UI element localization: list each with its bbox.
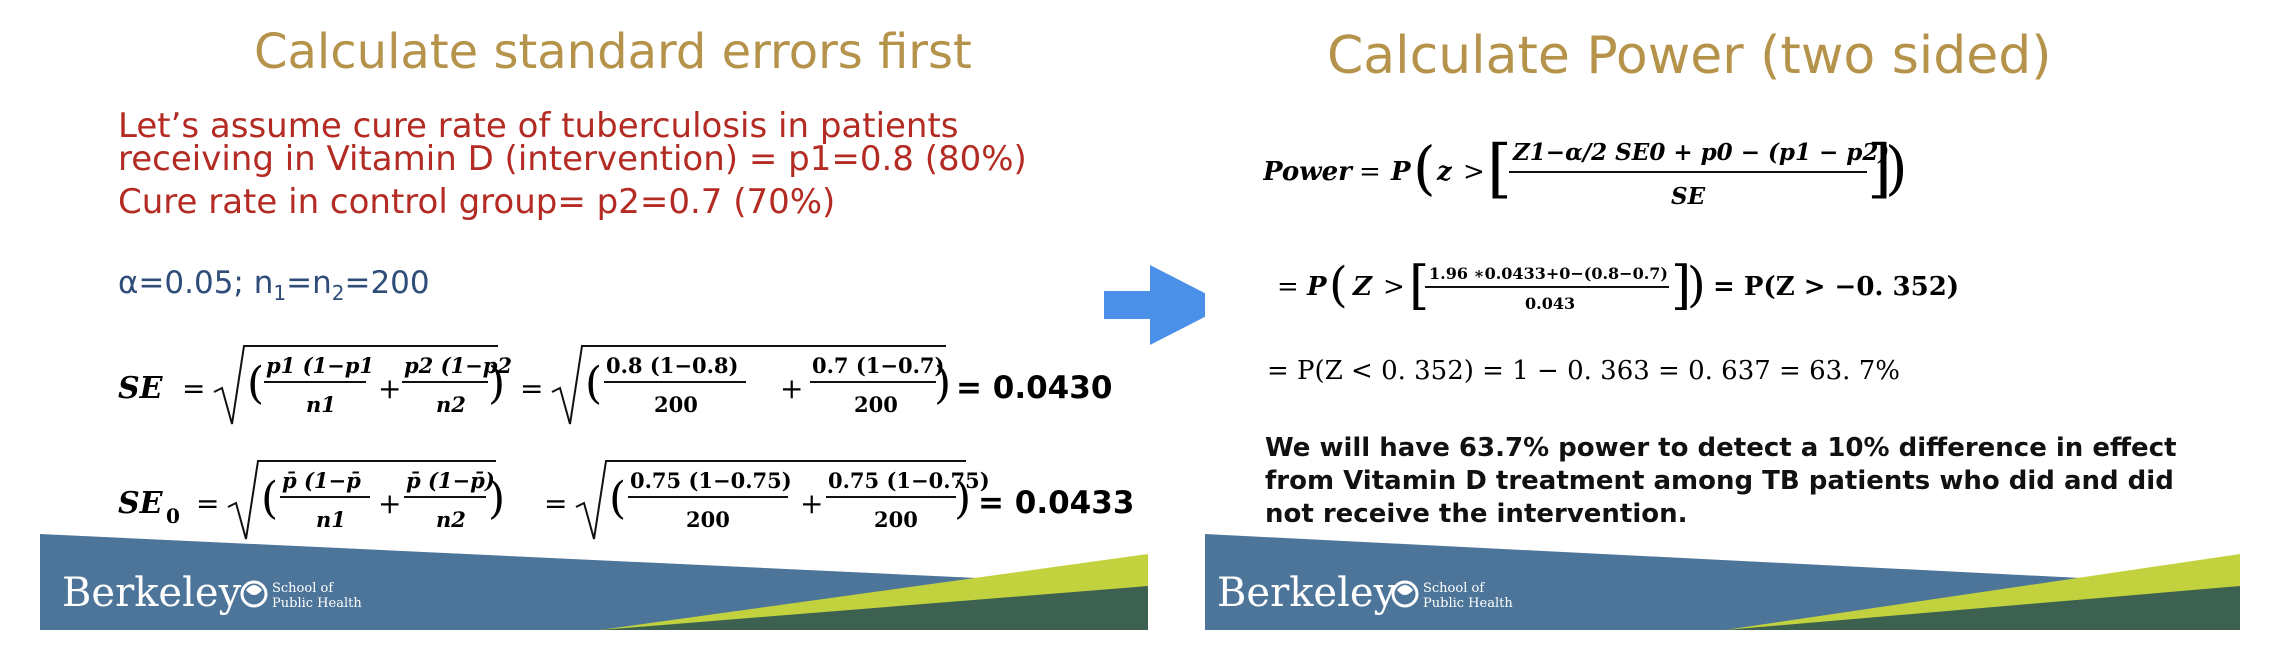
- parameters: α=0.05; n1=n2=200: [118, 265, 430, 306]
- se-num-2: p2 (1−p2: [404, 353, 512, 378]
- svg-text:+: +: [780, 372, 803, 405]
- svg-text:(: (: [247, 358, 264, 409]
- svg-text:>: >: [1463, 157, 1485, 187]
- se0-label: SE: [118, 486, 164, 521]
- se-den-2: n2: [436, 392, 466, 417]
- se-num-1: p1 (1−p1: [266, 353, 374, 378]
- svg-text:(: (: [585, 358, 602, 409]
- se-value-num-2: 0.7 (1−0.7): [812, 353, 944, 378]
- school-logo-icon: [240, 580, 268, 608]
- svg-text:z: z: [1436, 157, 1453, 187]
- school-line-2: Public Health: [272, 596, 362, 611]
- se-formula: SE = ( p1 (1−p1 n1 + p2 (1−p2 n2 ) = ( 0…: [118, 345, 1116, 425]
- assumption-line-1: Let’s assume cure rate of tuberculosis i…: [118, 106, 959, 146]
- se0-value-num-2: 0.75 (1−0.75): [828, 468, 990, 493]
- se0-subscript: 0: [166, 504, 180, 528]
- svg-text:Z: Z: [1352, 272, 1373, 302]
- svg-text:]: ]: [1671, 256, 1691, 316]
- line2-numerator: 1.96 ∗0.0433+0−(0.8−0.7): [1429, 264, 1668, 283]
- svg-text:=: =: [544, 487, 567, 520]
- svg-text:): ): [488, 358, 505, 409]
- school-logo-icon: [1391, 580, 1419, 608]
- svg-text:(: (: [609, 473, 626, 524]
- svg-text:=: =: [520, 372, 543, 405]
- berkeley-logo-text: Berkeley: [62, 570, 242, 616]
- se0-value-num-1: 0.75 (1−0.75): [630, 468, 792, 493]
- power-label: Power: [1263, 157, 1354, 187]
- school-line-2: Public Health: [1423, 596, 1513, 611]
- svg-text:=: =: [182, 372, 205, 405]
- se0-formula: SE 0 = ( p̄ (1−p̄ n1 + p̄ (1−p̄) n2 ) = …: [118, 460, 1136, 540]
- footer-banner: Berkeley School of Public Health: [1205, 534, 2240, 630]
- svg-text:): ): [934, 358, 951, 409]
- assumption-line-3: Cure rate in control group= p2=0.7 (70%): [118, 182, 836, 222]
- svg-text:): ): [954, 473, 971, 524]
- power-denominator: SE: [1671, 183, 1706, 210]
- assumption-line-2: receiving in Vitamin D (intervention) = …: [118, 139, 1027, 179]
- svg-text:(: (: [1413, 134, 1436, 202]
- se-den-1: n1: [306, 392, 336, 417]
- se0-den-1: n1: [316, 507, 346, 532]
- se-label: SE: [118, 371, 164, 406]
- svg-text:=: =: [1277, 272, 1299, 302]
- conclusion-text: We will have 63.7% power to detect a 10%…: [1265, 433, 2177, 529]
- se-result: = 0.0430 ;: [956, 370, 1116, 406]
- svg-text:P: P: [1390, 157, 1412, 187]
- svg-text:): ): [488, 473, 505, 524]
- slide-power: Calculate Power (two sided) Power = P ( …: [1205, 0, 2240, 630]
- svg-text:[: [: [1487, 132, 1512, 206]
- power-numerator: Z1−α/2 SE0 + p0 − (p1 − p2): [1512, 139, 1889, 166]
- svg-text:): ): [1885, 134, 1908, 202]
- se0-value-den-1: 200: [686, 507, 730, 532]
- se-value-den-2: 200: [854, 392, 898, 417]
- footer-banner: Berkeley School of Public Health: [40, 534, 1148, 630]
- svg-text:>: >: [1383, 272, 1405, 302]
- power-formula: Power = P ( z > [ Z1−α/2 SE0 + p0 − (p1 …: [1263, 132, 1908, 210]
- svg-text:P: P: [1306, 272, 1328, 302]
- se-value-num-1: 0.8 (1−0.8): [606, 353, 738, 378]
- svg-text:+: +: [378, 372, 401, 405]
- svg-text:+: +: [378, 487, 401, 520]
- svg-text:=: =: [1359, 157, 1381, 187]
- slide-title: Calculate Power (two sided): [1327, 26, 2052, 86]
- svg-text:(: (: [261, 473, 278, 524]
- line2-denominator: 0.043: [1525, 294, 1575, 313]
- school-line-1: School of: [272, 581, 334, 596]
- svg-text:(: (: [1329, 257, 1348, 313]
- se0-value-den-2: 200: [874, 507, 918, 532]
- svg-text:[: [: [1409, 256, 1429, 316]
- power-line-3: = P(Z < 0. 352) = 1 − 0. 363 = 0. 637 = …: [1267, 356, 1900, 386]
- svg-text:): ): [1687, 257, 1706, 313]
- arrow-right-icon: [1104, 265, 1228, 345]
- se0-num-1: p̄ (1−p̄: [282, 468, 361, 493]
- se0-den-2: n2: [436, 507, 466, 532]
- power-line-2: = P ( Z > [ 1.96 ∗0.0433+0−(0.8−0.7) 0.0…: [1277, 256, 1959, 316]
- svg-text:=: =: [196, 487, 219, 520]
- svg-text:]: ]: [1867, 132, 1892, 206]
- slide-standard-errors: Calculate standard errors first Let’s as…: [40, 0, 1148, 630]
- berkeley-logo-text: Berkeley: [1217, 570, 1397, 616]
- slide-title: Calculate standard errors first: [254, 24, 972, 80]
- school-line-1: School of: [1423, 581, 1485, 596]
- se0-num-2: p̄ (1−p̄): [406, 468, 495, 493]
- svg-text:+: +: [800, 487, 823, 520]
- se0-result: = 0.0433;: [978, 485, 1136, 521]
- se-value-den-1: 200: [654, 392, 698, 417]
- line2-result: = P(Z > −0. 352): [1713, 272, 1959, 302]
